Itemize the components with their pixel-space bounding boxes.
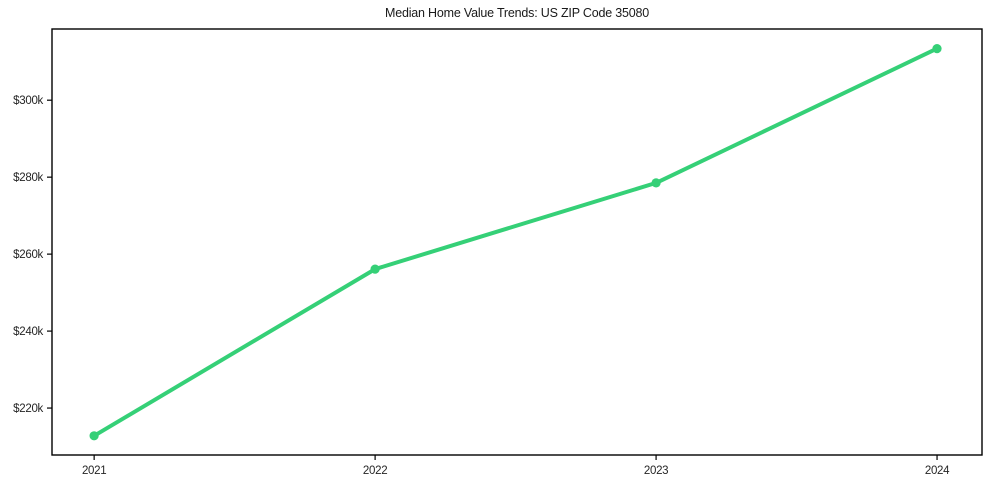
- chart-title: Median Home Value Trends: US ZIP Code 35…: [384, 6, 649, 20]
- trend-line: [92, 46, 939, 438]
- data-point-2023: [651, 178, 661, 188]
- data-point-2021: [89, 431, 99, 441]
- x-tick-label: 2021: [82, 465, 106, 477]
- data-point-2022: [370, 264, 380, 274]
- data-point-2024: [932, 44, 942, 54]
- y-tick-label: $220k: [13, 403, 43, 415]
- y-tick-label: $280k: [13, 172, 43, 184]
- y-tick-label: $240k: [13, 326, 43, 338]
- x-tick-label: 2024: [925, 465, 950, 477]
- y-tick-label: $300k: [13, 95, 43, 107]
- plot-border: [51, 28, 983, 456]
- x-tick-label: 2023: [644, 465, 668, 477]
- x-tick-label: 2022: [363, 465, 387, 477]
- y-tick-label: $260k: [13, 249, 43, 261]
